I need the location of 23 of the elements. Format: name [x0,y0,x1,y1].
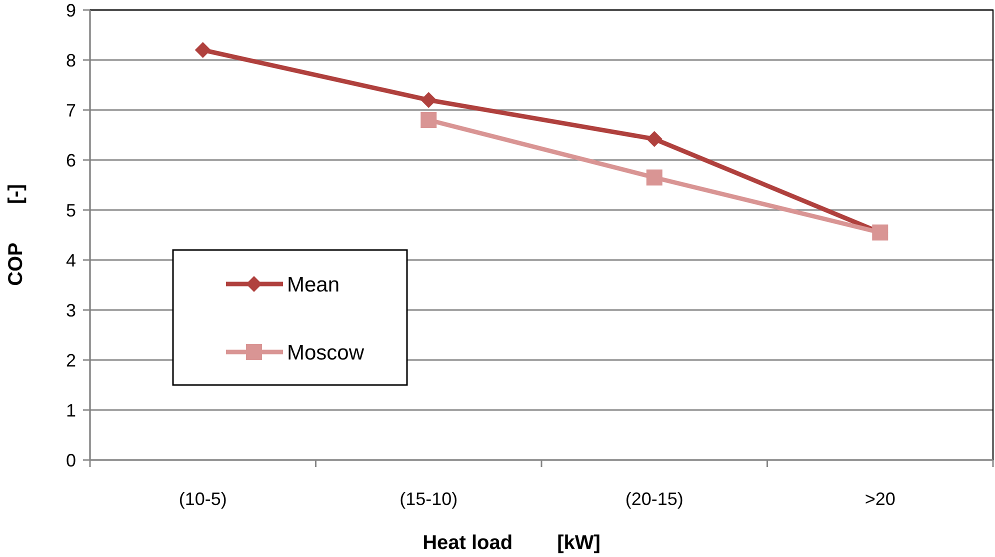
point [420,92,437,108]
y-axis-title: COP [-] [5,184,27,286]
point [646,131,662,147]
y-tick-label: 0 [66,450,76,470]
y-tick-label: 7 [66,100,76,120]
legend-label: Moscow [287,341,365,364]
x-tick-label: (15-10) [400,489,458,509]
x-tick-label: (10-5) [178,489,227,509]
x-axis-title: Heat load [kW] [422,532,600,554]
y-tick-label: 4 [66,250,76,270]
x-tick-label: (20-15) [625,489,684,509]
x-tick-label: >20 [864,489,896,509]
y-tick-label: 6 [66,150,76,170]
point [194,42,211,58]
y-tick-label: 3 [66,300,76,320]
legend-label: Mean [287,273,340,296]
point [420,112,437,128]
point [646,170,662,186]
y-tick-label: 5 [66,200,76,220]
y-tick-label: 8 [66,50,76,70]
y-tick-label: 9 [66,0,76,20]
y-tick-label: 1 [66,400,76,420]
y-tick-label: 2 [66,350,76,370]
